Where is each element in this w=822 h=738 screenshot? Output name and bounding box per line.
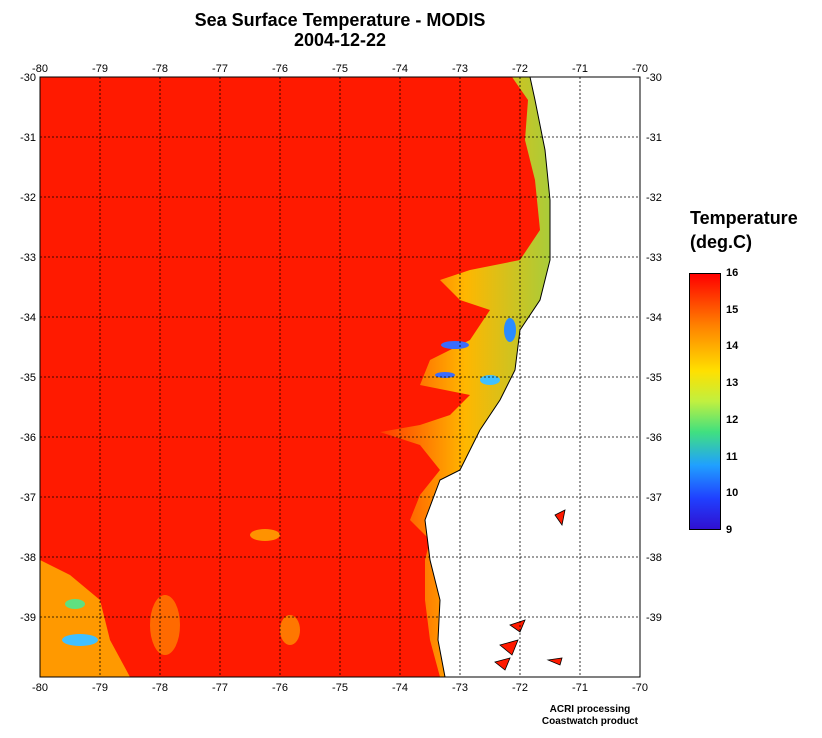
- lon-tick-bottom: -77: [212, 682, 228, 694]
- lat-tick-left: -35: [20, 372, 36, 384]
- lat-tick-left: -32: [20, 192, 36, 204]
- lon-tick-bottom: -74: [392, 682, 408, 694]
- lon-tick-top: -73: [452, 63, 468, 75]
- lon-tick-bottom: -78: [152, 682, 168, 694]
- footer-credit: ACRI processing Coastwatch product: [542, 704, 638, 728]
- temperature-colorbar: [689, 273, 721, 530]
- legend-title-line-2: (deg.C): [690, 232, 752, 252]
- colorbar-label: 16: [726, 267, 739, 279]
- island: [494, 657, 511, 671]
- legend-title-line-1: Temperature: [690, 208, 798, 228]
- lat-tick-right: -34: [646, 312, 662, 324]
- cold-spot: [62, 634, 98, 646]
- lat-tick-left: -38: [20, 552, 36, 564]
- legend-title: Temperature (deg.C): [690, 206, 820, 254]
- colorbar-label: 11: [726, 450, 738, 463]
- lon-tick-top: -70: [632, 63, 648, 75]
- lat-tick-right: -30: [646, 72, 662, 84]
- title-line-2: 2004-12-22: [293, 30, 387, 50]
- colorbar-label: 13: [726, 377, 739, 390]
- cold-spot: [504, 318, 516, 342]
- lat-tick-left: -37: [20, 492, 36, 504]
- island: [509, 619, 526, 633]
- lon-tick-top: -71: [572, 63, 588, 75]
- lat-tick-left: -34: [20, 312, 36, 324]
- lon-tick-bottom: -75: [332, 682, 348, 694]
- footer-line-2: Coastwatch product: [541, 716, 638, 727]
- lat-tick-right: -39: [646, 612, 662, 624]
- title-line-1: Sea Surface Temperature - MODIS: [194, 10, 486, 30]
- lat-tick-right: -31: [646, 132, 662, 144]
- cold-spot: [65, 599, 85, 609]
- lon-tick-bottom: -73: [452, 682, 468, 694]
- lat-tick-right: -35: [646, 372, 662, 384]
- lon-tick-top: -79: [92, 63, 108, 75]
- colorbar-label: 12: [726, 413, 739, 426]
- lat-tick-left: -36: [20, 432, 36, 444]
- southwest-mixed-patch: [40, 560, 130, 677]
- lat-tick-left: -39: [20, 612, 36, 624]
- warm-patch: [250, 529, 280, 541]
- lon-tick-bottom: -71: [572, 682, 588, 694]
- lon-tick-top: -78: [152, 63, 168, 75]
- lon-tick-top: -80: [32, 63, 48, 75]
- lon-tick-top: -75: [332, 63, 348, 75]
- colorbar-label: 9: [726, 524, 733, 536]
- warm-patch: [150, 595, 180, 655]
- warm-patch: [280, 615, 300, 645]
- lon-tick-top: -72: [512, 63, 528, 75]
- colorbar-label: 14: [726, 340, 739, 353]
- lon-tick-top: -74: [392, 63, 408, 75]
- map-frame: [39, 76, 641, 678]
- lon-tick-bottom: -79: [92, 682, 108, 694]
- lat-tick-left: -30: [20, 72, 36, 84]
- island: [499, 639, 519, 656]
- lon-tick-bottom: -72: [512, 682, 528, 694]
- lat-tick-right: -33: [646, 252, 662, 264]
- cold-spot: [480, 375, 500, 385]
- lat-tick-left: -31: [20, 132, 36, 144]
- colorbar-label: 15: [726, 303, 739, 316]
- cold-spot: [435, 372, 455, 378]
- lon-tick-bottom: -80: [32, 682, 48, 694]
- lat-tick-right: -37: [646, 492, 662, 504]
- island: [554, 509, 566, 526]
- lon-tick-top: -76: [272, 63, 288, 75]
- lat-tick-right: -36: [646, 432, 662, 444]
- colorbar-label: 10: [726, 487, 739, 500]
- lat-tick-left: -33: [20, 252, 36, 264]
- lon-tick-bottom: -76: [272, 682, 288, 694]
- lon-tick-bottom: -70: [632, 682, 648, 694]
- lat-tick-right: -32: [646, 192, 662, 204]
- cold-spot: [441, 341, 469, 349]
- island: [546, 657, 563, 666]
- lat-tick-right: -38: [646, 552, 662, 564]
- footer-line-1: ACRI processing: [549, 704, 631, 715]
- lon-tick-top: -77: [212, 63, 228, 75]
- map-title: Sea Surface Temperature - MODIS 2004-12-…: [40, 10, 640, 50]
